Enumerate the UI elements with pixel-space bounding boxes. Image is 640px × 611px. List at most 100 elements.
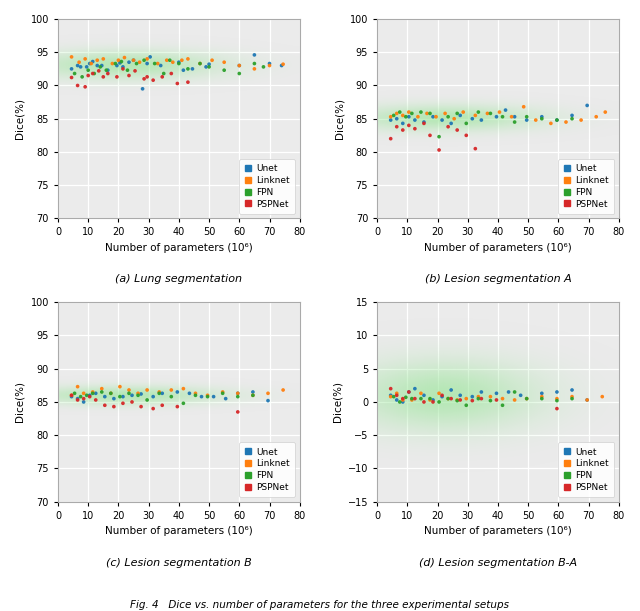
Point bbox=[113, 56, 124, 65]
Point bbox=[173, 59, 184, 68]
Point bbox=[115, 382, 125, 392]
Point bbox=[150, 59, 160, 68]
Point bbox=[537, 389, 547, 398]
Point bbox=[467, 396, 477, 406]
Point bbox=[552, 387, 562, 397]
Text: (a) Lung segmentation: (a) Lung segmentation bbox=[115, 274, 243, 284]
Point bbox=[159, 68, 169, 78]
Point bbox=[72, 60, 83, 70]
Point bbox=[546, 119, 556, 128]
Point bbox=[148, 404, 158, 414]
Point bbox=[72, 395, 83, 405]
Point bbox=[416, 107, 426, 117]
Y-axis label: Dice(%): Dice(%) bbox=[334, 98, 344, 139]
Point bbox=[576, 115, 586, 125]
Point bbox=[67, 52, 77, 62]
Point bbox=[106, 389, 116, 398]
Point bbox=[506, 112, 516, 122]
Point bbox=[234, 60, 244, 70]
Point bbox=[79, 397, 89, 407]
Point bbox=[177, 56, 187, 65]
Point bbox=[164, 56, 175, 65]
Point bbox=[552, 393, 562, 403]
Legend: Unet, Linknet, FPN, PSPNet: Unet, Linknet, FPN, PSPNet bbox=[239, 442, 295, 497]
Point bbox=[156, 60, 166, 70]
Point bbox=[446, 385, 456, 395]
Point bbox=[395, 397, 405, 407]
Point bbox=[455, 111, 465, 120]
Point bbox=[84, 59, 95, 68]
Point bbox=[100, 400, 110, 410]
Point bbox=[98, 54, 108, 64]
Point bbox=[88, 68, 98, 78]
Point bbox=[88, 389, 98, 398]
Point bbox=[497, 112, 508, 122]
Point bbox=[74, 57, 84, 67]
Point bbox=[127, 397, 137, 407]
Point bbox=[122, 65, 132, 75]
Point bbox=[449, 114, 460, 123]
Point bbox=[93, 66, 104, 76]
Point bbox=[92, 56, 102, 65]
Point bbox=[522, 393, 532, 403]
Point bbox=[263, 396, 273, 406]
Point bbox=[67, 64, 77, 74]
Point bbox=[72, 393, 83, 403]
Point bbox=[276, 60, 287, 70]
Point bbox=[461, 131, 472, 141]
Point bbox=[470, 111, 481, 120]
Point bbox=[404, 387, 414, 397]
Point bbox=[455, 390, 465, 400]
Point bbox=[233, 389, 243, 398]
Point bbox=[385, 392, 396, 401]
Point bbox=[259, 62, 269, 71]
Text: (b) Lesion segmentation A: (b) Lesion segmentation A bbox=[424, 274, 572, 284]
Point bbox=[72, 81, 83, 90]
Point bbox=[407, 109, 417, 119]
Point bbox=[392, 109, 402, 119]
Text: (c) Lesion segmentation B: (c) Lesion segmentation B bbox=[106, 557, 252, 568]
Point bbox=[166, 68, 177, 78]
Point bbox=[434, 389, 444, 398]
Point bbox=[476, 393, 486, 403]
Point bbox=[173, 57, 184, 67]
Point bbox=[591, 112, 602, 122]
Point bbox=[437, 115, 447, 125]
Point bbox=[97, 387, 107, 397]
Point bbox=[410, 115, 420, 125]
Point bbox=[567, 111, 577, 120]
Point bbox=[437, 390, 447, 400]
Point bbox=[202, 390, 212, 400]
Point bbox=[129, 56, 139, 65]
Point bbox=[92, 60, 102, 70]
Point bbox=[250, 50, 260, 60]
Point bbox=[190, 389, 200, 398]
Point bbox=[188, 64, 198, 74]
Point bbox=[166, 385, 177, 395]
Point bbox=[410, 393, 420, 403]
Point bbox=[522, 112, 532, 122]
Point bbox=[552, 404, 562, 414]
Point bbox=[537, 392, 547, 401]
Point bbox=[101, 65, 111, 75]
Point bbox=[404, 387, 414, 397]
Point bbox=[112, 60, 122, 70]
Point bbox=[83, 71, 93, 81]
Point bbox=[419, 119, 429, 128]
Point bbox=[152, 59, 163, 68]
Point bbox=[485, 392, 495, 401]
Point bbox=[476, 387, 486, 397]
Point bbox=[95, 62, 106, 71]
Point bbox=[109, 393, 119, 403]
Point bbox=[467, 114, 477, 123]
Point bbox=[124, 389, 134, 398]
Point bbox=[397, 111, 408, 120]
Point bbox=[467, 392, 477, 401]
Point bbox=[88, 387, 98, 397]
Point bbox=[124, 385, 134, 395]
Point bbox=[183, 77, 193, 87]
Point bbox=[452, 125, 462, 135]
Point bbox=[142, 385, 152, 395]
Point bbox=[157, 400, 167, 410]
Legend: Unet, Linknet, FPN, PSPNet: Unet, Linknet, FPN, PSPNet bbox=[558, 442, 614, 497]
